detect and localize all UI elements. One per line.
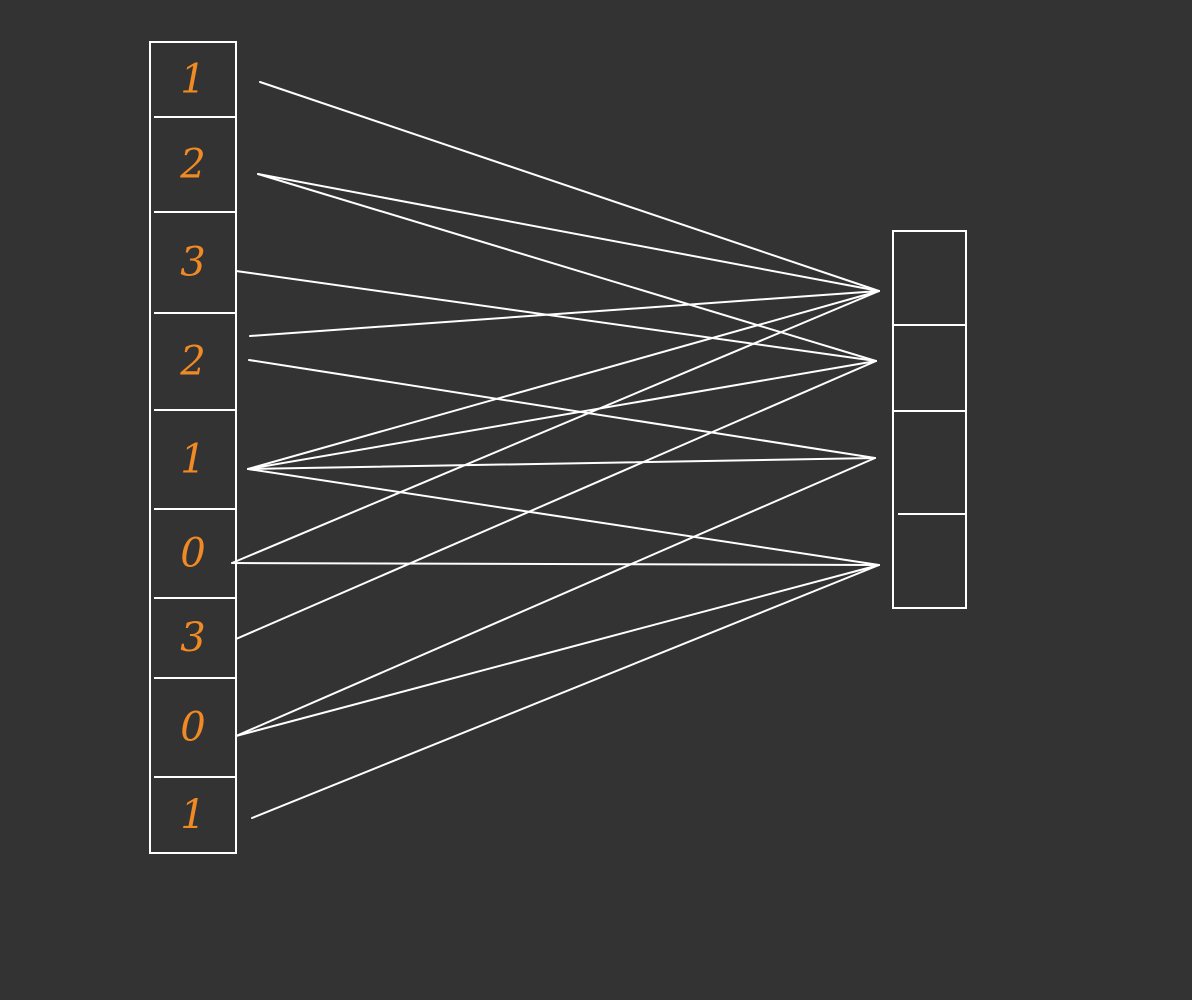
connection-line [257, 173, 880, 292]
connection-line [235, 564, 880, 737]
right-array [892, 230, 967, 609]
left-array-cell: 1 [180, 57, 205, 103]
cell-value: 0 [180, 531, 205, 577]
left-array-border [149, 41, 237, 854]
cell-value: 2 [179, 142, 205, 188]
connection-line [251, 564, 880, 819]
connection-line [247, 468, 880, 566]
left-array-cell: 0 [180, 705, 205, 751]
connection-line [248, 359, 876, 459]
connection-line [235, 457, 876, 737]
connection-line [259, 81, 880, 292]
connection-line [257, 173, 877, 362]
connection-line [247, 360, 877, 470]
cell-value: 3 [180, 240, 205, 286]
connection-lines [231, 81, 880, 819]
left-array-cell: 2 [179, 339, 205, 385]
connection-line [231, 562, 880, 566]
connection-line [235, 270, 877, 362]
cell-value: 3 [180, 615, 205, 661]
cell-value: 1 [180, 792, 205, 838]
cell-value: 1 [180, 437, 205, 483]
left-array-cell: 1 [180, 792, 205, 838]
left-array: 1 2 3 2 1 0 3 0 1 [149, 41, 237, 854]
left-array-cell: 1 [180, 437, 205, 483]
connection-line [235, 360, 877, 640]
left-array-cell: 3 [180, 615, 205, 661]
left-array-cell: 0 [180, 531, 205, 577]
connection-line [249, 290, 880, 337]
cell-value: 2 [179, 339, 205, 385]
left-array-cell: 3 [180, 240, 205, 286]
connection-line [231, 290, 880, 564]
connection-line [247, 290, 880, 470]
cell-value: 0 [180, 705, 205, 751]
cell-value: 1 [180, 57, 205, 103]
right-array-border [892, 230, 967, 609]
left-array-cell: 2 [179, 142, 205, 188]
connection-line [247, 457, 876, 470]
